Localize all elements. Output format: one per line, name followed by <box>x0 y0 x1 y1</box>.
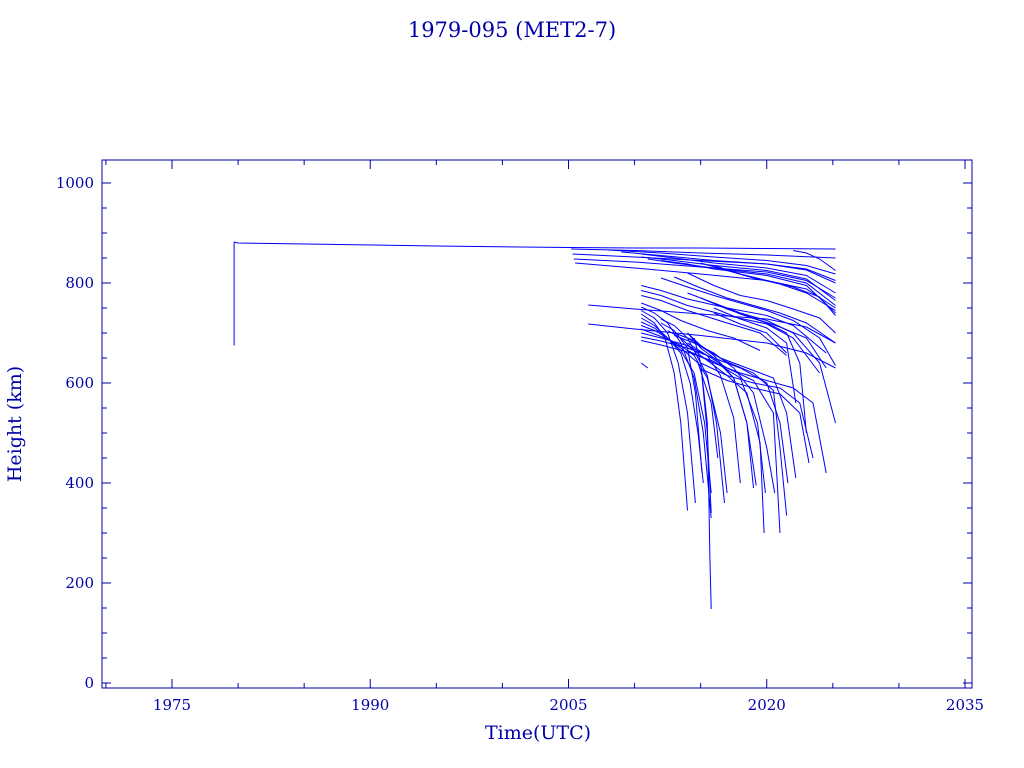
series-line <box>660 260 836 314</box>
y-axis-label: Height (km) <box>4 366 26 482</box>
series-line <box>687 350 827 474</box>
series-line <box>713 302 807 434</box>
series-line <box>647 258 836 306</box>
y-tick-label: 800 <box>65 274 94 292</box>
series-line <box>687 332 797 479</box>
series-line <box>640 313 688 511</box>
series-line <box>700 362 814 459</box>
x-tick-label: 2005 <box>549 696 587 714</box>
series-line <box>575 262 836 309</box>
series-line <box>660 277 836 366</box>
series-line <box>640 362 649 369</box>
series-line <box>641 290 820 374</box>
series-line <box>621 251 836 284</box>
series-line <box>687 337 788 516</box>
x-tick-label: 2020 <box>748 696 786 714</box>
series-line <box>641 295 787 356</box>
x-tick-label: 2035 <box>946 696 984 714</box>
series-line <box>640 306 712 519</box>
series-line <box>700 368 810 464</box>
series-line <box>641 302 761 351</box>
series-line <box>674 276 836 344</box>
series-line <box>588 323 836 369</box>
y-tick-label: 0 <box>84 674 94 692</box>
series-line <box>641 340 766 494</box>
series-group <box>233 241 836 610</box>
axis-tick-labels: 1975 1990 2005 2020 2035 0 200 400 600 800 1000 <box>56 174 984 714</box>
series-line <box>233 241 836 250</box>
y-tick-label: 400 <box>65 474 94 492</box>
series-line <box>713 265 836 316</box>
y-tick-label: 600 <box>65 374 94 392</box>
series-line <box>674 335 776 494</box>
series-line <box>713 312 787 354</box>
x-axis-label: Time(UTC) <box>485 722 591 744</box>
series-line <box>693 337 712 610</box>
series-line <box>793 250 836 271</box>
chart-title: 1979-095 (MET2-7) <box>408 18 616 42</box>
series-line <box>713 307 797 404</box>
series-line <box>573 258 836 299</box>
series-line <box>660 322 703 474</box>
series-line <box>687 342 781 534</box>
axis-ticks <box>102 160 972 688</box>
series-line <box>641 253 836 294</box>
x-tick-label: 1990 <box>351 696 389 714</box>
series-line <box>640 317 704 484</box>
series-line <box>687 272 836 334</box>
y-tick-label: 1000 <box>56 174 94 192</box>
plot-frame <box>101 159 973 689</box>
x-tick-label: 1975 <box>153 696 191 714</box>
y-tick-label: 200 <box>65 574 94 592</box>
series-line <box>608 249 836 275</box>
series-line <box>641 256 836 301</box>
series-line <box>641 325 719 459</box>
series-line <box>641 332 741 484</box>
